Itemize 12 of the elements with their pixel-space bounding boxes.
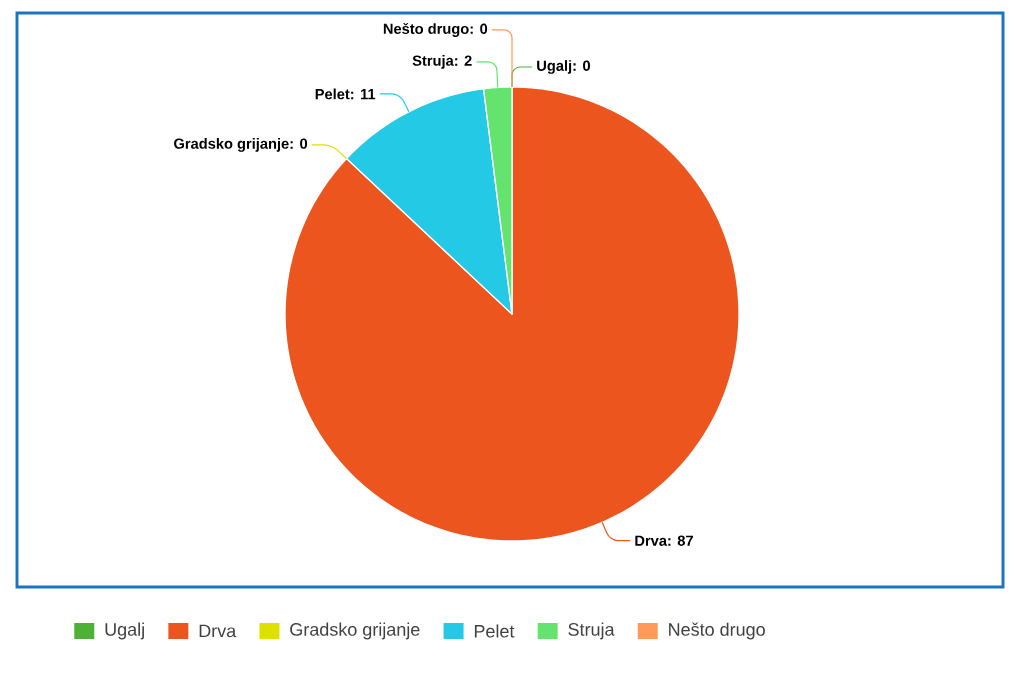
data-label: Pelet: 11: [315, 88, 376, 100]
text: Gradsko grijanje: 0: [174, 138, 308, 152]
text: Ugalj: 0: [537, 60, 590, 74]
legend-label: Nešto drugo: [669, 622, 765, 640]
data-label: Drva: 87: [635, 535, 693, 546]
legend-label: Pelet: [474, 624, 515, 638]
legend-label: Gradsko grijanje: [290, 622, 420, 640]
data-label: Struja: 2: [412, 55, 472, 69]
legend-label: Struja: [568, 622, 615, 640]
legend-label: Ugalj: [105, 622, 144, 640]
text: Nešto drugo: 0: [383, 22, 488, 37]
legend-label: Drva: [199, 624, 237, 638]
